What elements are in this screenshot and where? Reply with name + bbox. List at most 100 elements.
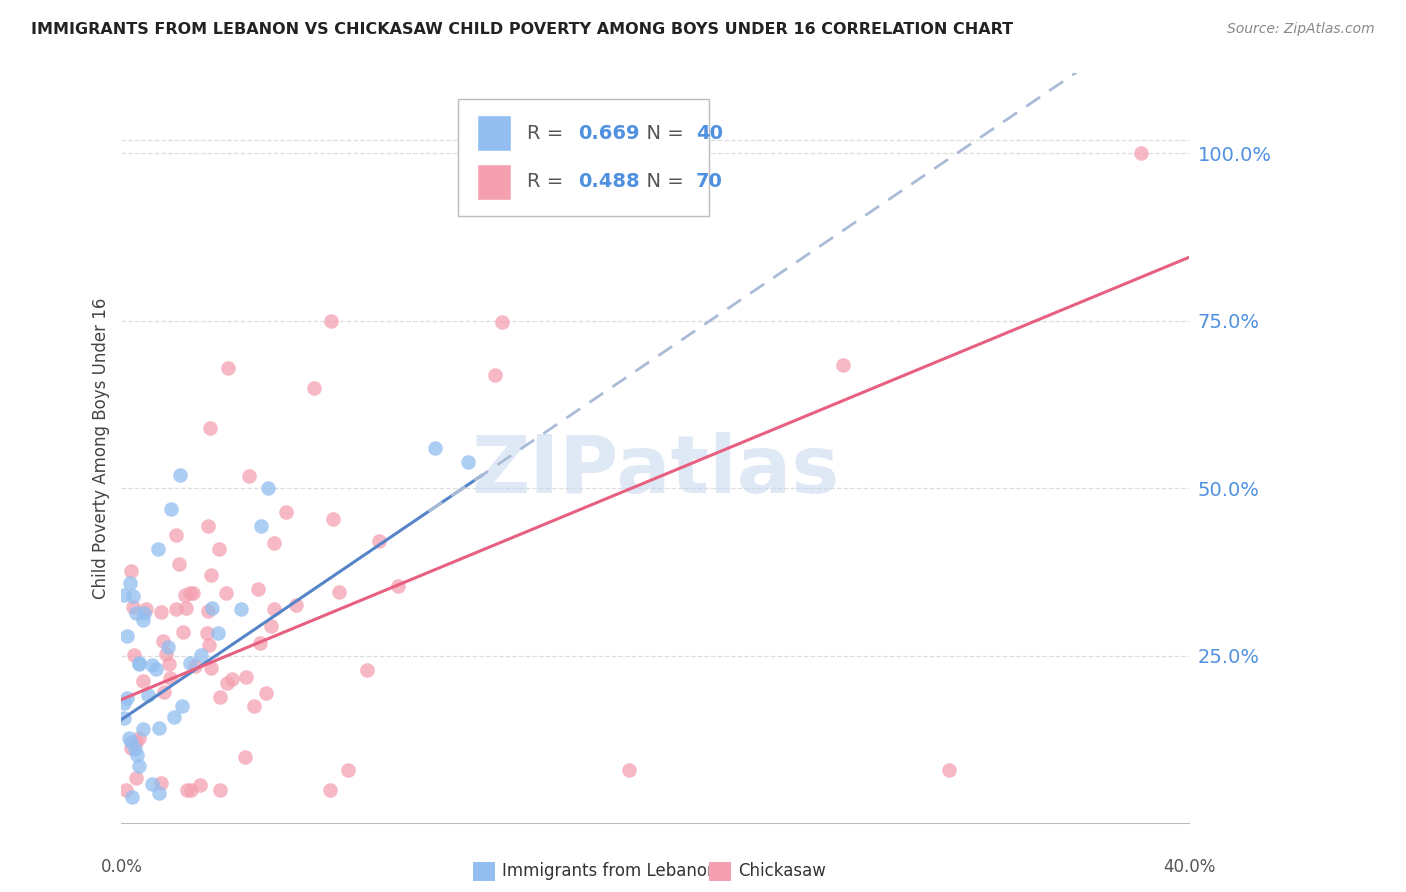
Point (115, 629, 138, 643)
Text: 0.669: 0.669 (578, 123, 640, 143)
Point (217, 360, 239, 375)
Point (247, 582, 270, 597)
Text: Chickasaw: Chickasaw (738, 863, 827, 880)
Text: R =: R = (527, 172, 569, 191)
Point (120, 740, 142, 755)
Point (319, 783, 342, 797)
Point (197, 604, 219, 618)
Point (254, 686, 277, 700)
Point (249, 636, 271, 650)
Point (491, 315, 513, 329)
Point (157, 657, 180, 672)
Point (132, 606, 155, 620)
FancyBboxPatch shape (477, 164, 512, 200)
Point (159, 671, 181, 685)
Point (149, 606, 172, 620)
Point (132, 722, 155, 736)
Point (257, 482, 280, 496)
Point (319, 314, 342, 328)
Point (425, 441, 447, 455)
Point (180, 783, 202, 797)
Text: IMMIGRANTS FROM LEBANON VS CHICKASAW CHILD POVERTY AMONG BOYS UNDER 16 CORRELATI: IMMIGRANTS FROM LEBANON VS CHICKASAW CHI… (31, 22, 1014, 37)
Point (231, 602, 253, 616)
Point (131, 673, 153, 688)
Text: N =: N = (634, 123, 690, 143)
Point (169, 557, 191, 571)
Point (387, 579, 409, 593)
Point (112, 588, 135, 602)
Point (148, 721, 170, 735)
Point (176, 783, 198, 797)
Point (163, 710, 186, 724)
Point (215, 585, 238, 599)
Point (200, 661, 222, 675)
Point (160, 502, 183, 516)
Point (197, 518, 219, 533)
Point (157, 640, 180, 654)
Point (135, 602, 157, 616)
Point (207, 625, 229, 640)
Point (152, 633, 174, 648)
Point (121, 789, 143, 804)
Point (322, 512, 344, 526)
Point (145, 662, 167, 676)
Point (263, 536, 285, 550)
Point (832, 359, 855, 373)
Point (337, 763, 360, 777)
Point (328, 585, 350, 599)
Point (198, 420, 221, 434)
Point (208, 690, 231, 705)
Point (125, 734, 148, 748)
Text: N =: N = (634, 172, 690, 191)
Text: 0.488: 0.488 (578, 172, 640, 191)
FancyBboxPatch shape (477, 115, 512, 151)
Point (112, 697, 135, 711)
Point (115, 691, 138, 706)
Point (356, 663, 378, 677)
Point (132, 614, 155, 628)
Point (124, 742, 146, 756)
Point (121, 590, 143, 604)
Point (208, 783, 231, 797)
Text: Immigrants from Lebanon: Immigrants from Lebanon (502, 863, 717, 880)
Point (128, 759, 150, 773)
Point (188, 778, 211, 792)
Text: 40.0%: 40.0% (1163, 858, 1215, 876)
Point (155, 647, 177, 661)
Point (233, 750, 256, 764)
FancyBboxPatch shape (458, 99, 709, 216)
Point (125, 606, 148, 620)
Text: 40: 40 (696, 123, 723, 143)
Text: 0.0%: 0.0% (100, 858, 142, 876)
Point (179, 586, 201, 600)
Point (274, 505, 297, 519)
Point (190, 648, 212, 663)
Point (141, 658, 163, 673)
Point (172, 698, 194, 713)
Point (114, 783, 136, 797)
Point (174, 588, 197, 602)
Point (120, 576, 142, 591)
Point (457, 455, 479, 469)
Point (165, 527, 187, 541)
Point (263, 602, 285, 616)
Point (122, 648, 145, 662)
Point (125, 748, 148, 763)
Point (136, 688, 159, 702)
Point (128, 657, 150, 672)
Point (128, 731, 150, 745)
Point (221, 672, 243, 686)
Point (128, 656, 150, 670)
Point (302, 381, 325, 395)
Text: 70: 70 (696, 172, 723, 191)
Point (174, 600, 197, 615)
Point (165, 601, 187, 615)
Point (112, 711, 135, 725)
Point (150, 775, 173, 789)
Point (146, 541, 169, 556)
Point (179, 656, 201, 670)
Point (121, 599, 143, 614)
Y-axis label: Child Poverty Among Boys Under 16: Child Poverty Among Boys Under 16 (93, 298, 110, 599)
Text: R =: R = (527, 123, 569, 143)
Point (217, 676, 239, 690)
